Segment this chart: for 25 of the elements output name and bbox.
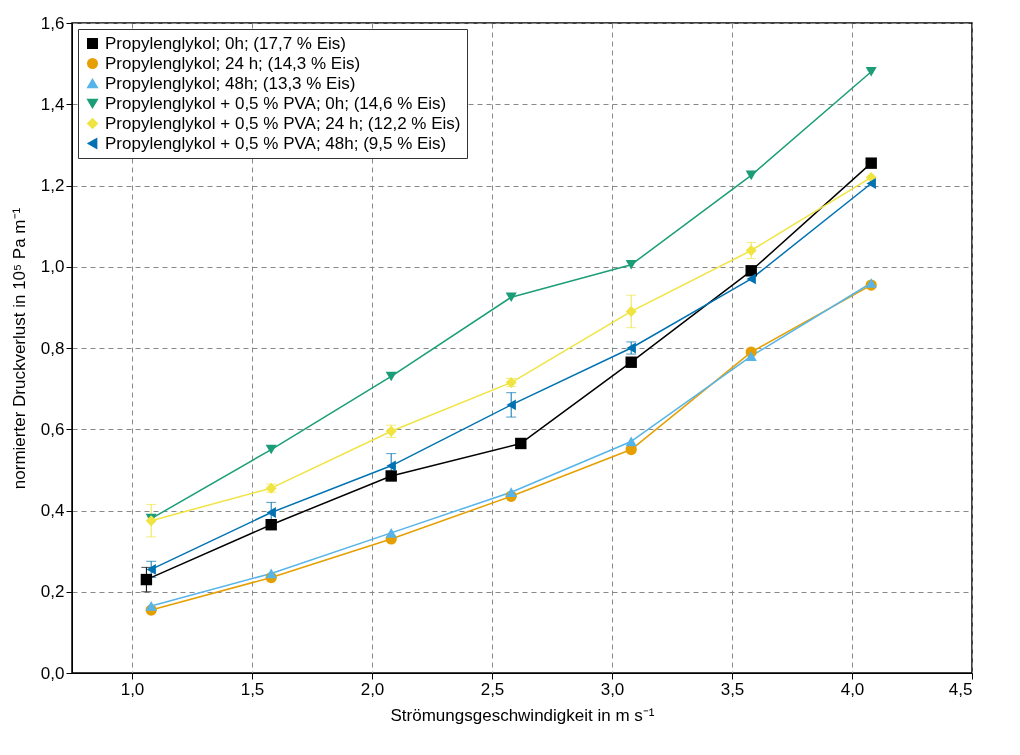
legend-label: Propylenglykol + 0,5 % PVA; 48h; (9,5 % Eis)	[105, 133, 447, 153]
x-tick-label: 4,5	[948, 679, 973, 699]
x-tick-label: 3,5	[720, 679, 745, 699]
x-tick-label: 4,0	[840, 679, 865, 699]
y-tick-label: 0,4	[40, 501, 65, 520]
legend-label: Propylenglykol; 48h; (13,3 % Eis)	[105, 73, 356, 93]
y-tick-label: 0,2	[40, 582, 65, 602]
x-axis-title: Strömungsgeschwindigkeit in m s⁻¹	[390, 705, 655, 725]
y-tick-label: 1,4	[40, 94, 65, 114]
x-tick-label: 3,0	[600, 679, 625, 699]
y-tick-label: 0,0	[40, 663, 65, 683]
y-tick-label: 0,6	[40, 419, 65, 439]
x-tick-label: 1,0	[120, 679, 145, 699]
y-tick-label: 1,0	[40, 257, 65, 277]
y-tick-label: 1,6	[40, 13, 65, 33]
y-axis-title: normierter Druckverlust in 10⁵ Pa m⁻¹	[9, 207, 29, 490]
legend-label: Propylenglykol + 0,5 % PVA; 24 h; (12,2 % Eis)	[105, 113, 461, 133]
y-tick-label: 0,8	[40, 338, 65, 358]
x-tick-label: 1,5	[240, 679, 265, 699]
y-tick-label: 1,2	[40, 176, 65, 195]
x-tick-label: 2,0	[360, 679, 385, 699]
x-tick-label: 2,5	[480, 679, 505, 699]
legend-label: Propylenglykol + 0,5 % PVA; 0h; (14,6 % Eis)	[105, 93, 447, 113]
legend-label: Propylenglykol; 0h; (17,7 % Eis)	[105, 33, 346, 53]
legend-label: Propylenglykol; 24 h; (14,3 % Eis)	[105, 53, 361, 73]
